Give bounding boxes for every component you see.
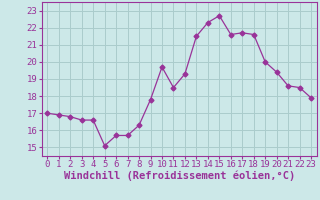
X-axis label: Windchill (Refroidissement éolien,°C): Windchill (Refroidissement éolien,°C) bbox=[64, 171, 295, 181]
